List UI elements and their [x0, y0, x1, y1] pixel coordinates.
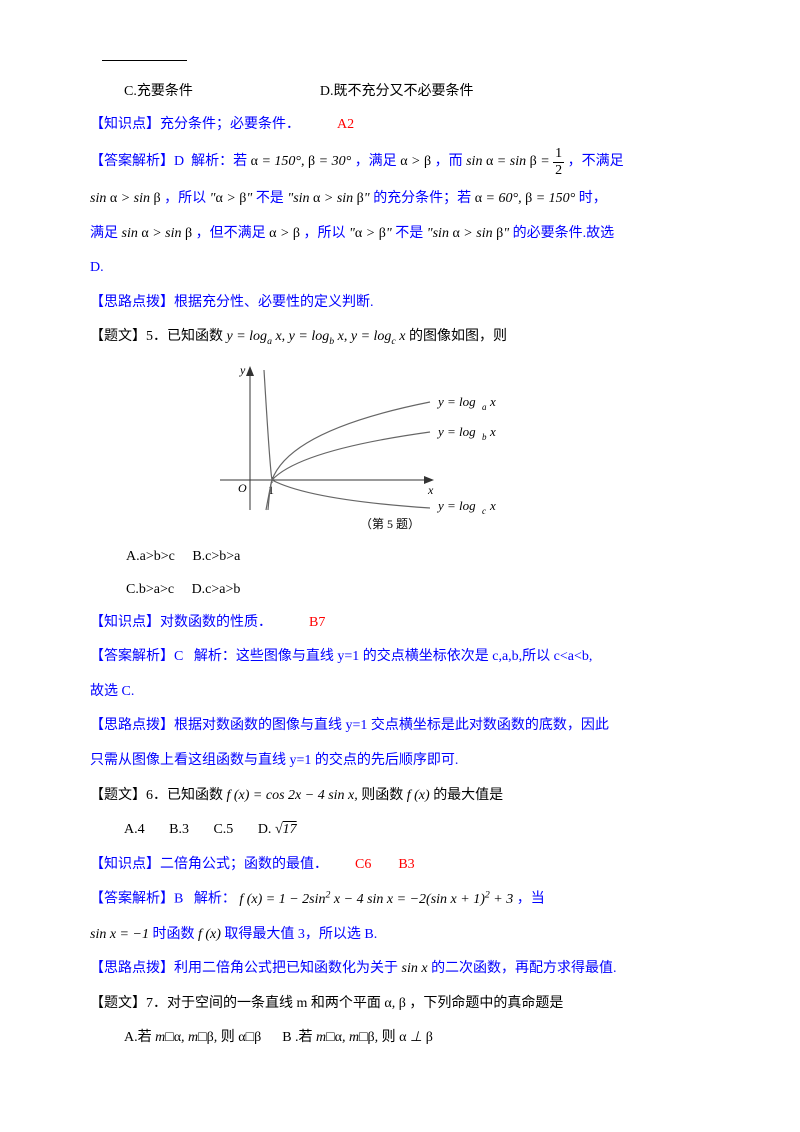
- hint-label: 【思路点拨】: [90, 295, 174, 310]
- q4-answer-line1: 【答案解析】D 解析：若 α = 150°, β = 30° ，满足 α > β…: [90, 146, 710, 178]
- svg-text:c: c: [482, 506, 486, 516]
- q5-options: A.a>b>c B.c>b>a C.b>a>c D.c>a>b: [90, 544, 710, 603]
- q4-a-t3: ，而: [435, 154, 463, 169]
- q6-answer-line2: sin x = −1 时函数 f (x) 取得最大值 3，所以选 B.: [90, 922, 710, 949]
- q4-a-t4: ，不满足: [568, 154, 624, 169]
- knowledge-label: 【知识点】: [90, 117, 160, 132]
- q6-opt-c: C.5: [213, 822, 233, 837]
- q4-a-t2: ，满足: [355, 154, 397, 169]
- svg-text:b: b: [482, 432, 487, 442]
- q4-opt-d: D.既不充分又不必要条件: [320, 84, 474, 99]
- q4-hint: 【思路点拨】根据充分性、必要性的定义判断.: [90, 290, 710, 317]
- q6-opt-b: B.3: [169, 822, 189, 837]
- q5-graph: y x O 1 y = logax y = logbx y = logcx （第…: [210, 360, 710, 541]
- q5-knowledge: 【知识点】对数函数的性质． B7: [90, 610, 710, 637]
- svg-text:x: x: [427, 483, 434, 497]
- q4-knowledge-text: 充分条件；必要条件．: [160, 117, 300, 132]
- q4-knowledge: 【知识点】充分条件；必要条件． A2: [90, 112, 710, 139]
- q4-knowledge-code: A2: [337, 117, 354, 132]
- svg-text:x: x: [489, 498, 496, 513]
- q6-knowledge: 【知识点】二倍角公式；函数的最值． C6 B3: [90, 852, 710, 879]
- q7-options-ab: A.若 m□α, m□β, 则 α□β B .若 m□α, m□β, 则 α ⊥…: [90, 1025, 710, 1052]
- q4-opt-c: C.充要条件: [124, 84, 193, 99]
- q5-opt-d: D.c>a>b: [192, 582, 241, 597]
- svg-text:y = log: y = log: [436, 498, 476, 513]
- q5-knowledge-code: B7: [309, 615, 325, 630]
- q5-opt-b: B.c>b>a: [192, 549, 240, 564]
- q6-opt-d: D. √17: [258, 822, 297, 837]
- q4-answer-line2: sin α > sin β ，所以 "α > β" 不是 "sin α > si…: [90, 186, 710, 213]
- svg-text:y: y: [239, 363, 246, 377]
- q6-code1: C6: [355, 857, 371, 872]
- q6-answer-line1: 【答案解析】B 解析： f (x) = 1 − 2sin2 x − 4 sin …: [90, 886, 710, 913]
- svg-text:x: x: [489, 394, 496, 409]
- svg-text:y = log: y = log: [436, 424, 476, 439]
- q5-opt-c: C.b>a>c: [126, 582, 174, 597]
- q7-opt-b: B .若 m□α, m□β, 则 α ⊥ β: [282, 1030, 433, 1045]
- q7-stem: 【题文】7．对于空间的一条直线 m 和两个平面 α, β ，下列命题中的真命题是: [90, 991, 710, 1018]
- q5-opt-a: A.a>b>c: [126, 549, 175, 564]
- q6-options: A.4 B.3 C.5 D. √17: [90, 817, 710, 844]
- q4-a-t1: 解析：若: [191, 154, 247, 169]
- q5-stem-label: 【题文】5．: [90, 329, 167, 344]
- q4-answer-line3: 满足 sin α > sin β ，但不满足 α > β ，所以 "α > β"…: [90, 221, 710, 248]
- answer-label: 【答案解析】: [90, 154, 174, 169]
- q6-opt-a: A.4: [124, 822, 145, 837]
- q4-answer-letter: D: [174, 154, 184, 169]
- svg-text:O: O: [238, 481, 247, 495]
- q4-options-cd: C.充要条件 D.既不充分又不必要条件: [90, 79, 710, 106]
- q5-answer-line1: 【答案解析】C 解析：这些图像与直线 y=1 的交点横坐标依次是 c,a,b,所…: [90, 644, 710, 671]
- q5-stem: 【题文】5．已知函数 y = loga x, y = logb x, y = l…: [90, 324, 710, 351]
- q6-stem: 【题文】6．已知函数 f (x) = cos 2x − 4 sin x, 则函数…: [90, 783, 710, 810]
- svg-text:a: a: [482, 402, 487, 412]
- q7-opt-a: A.若 m□α, m□β, 则 α□β: [124, 1030, 265, 1045]
- svg-text:x: x: [489, 424, 496, 439]
- q4-answer-line4: D.: [90, 255, 710, 282]
- svg-text:（第 5 题）: （第 5 题）: [360, 517, 420, 530]
- q6-code2: B3: [398, 857, 414, 872]
- q5-hint1: 【思路点拨】根据对数函数的图像与直线 y=1 交点横坐标是此对数函数的底数，因此: [90, 713, 710, 740]
- page-header-rule: [102, 60, 187, 61]
- q5-hint2: 只需从图像上看这组函数与直线 y=1 的交点的先后顺序即可.: [90, 748, 710, 775]
- q6-hint: 【思路点拨】利用二倍角公式把已知函数化为关于 sin x 的二次函数，再配方求得…: [90, 956, 710, 983]
- q5-answer-line2: 故选 C.: [90, 679, 710, 706]
- svg-text:y = log: y = log: [436, 394, 476, 409]
